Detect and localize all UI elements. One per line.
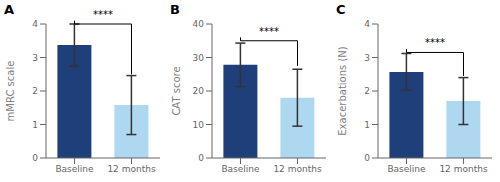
svg-text:0: 0 [32,153,38,163]
svg-text:CAT score: CAT score [171,66,182,115]
svg-text:2: 2 [32,86,38,96]
html-text:A: A [4,2,15,17]
svg-text:30: 30 [193,53,205,63]
svg-text:****: **** [425,37,445,48]
svg-text:20: 20 [193,86,205,96]
html-text:C: C [336,2,346,17]
svg-text:Exacerbations (N): Exacerbations (N) [337,46,348,136]
svg-text:3: 3 [32,53,38,63]
svg-text:10: 10 [193,120,205,130]
svg-text:****: **** [93,9,113,20]
svg-text:4: 4 [32,19,38,29]
svg-text:12 months: 12 months [439,164,488,174]
svg-text:40: 40 [193,19,205,29]
svg-text:0: 0 [198,153,204,163]
svg-text:mMRC scale: mMRC scale [5,61,16,122]
svg-text:1: 1 [32,120,38,130]
svg-text:Baseline: Baseline [221,164,260,174]
svg-text:12 months: 12 months [273,164,322,174]
svg-text:1: 1 [364,120,370,130]
html-text:B: B [170,2,180,17]
svg-text:****: **** [259,26,279,37]
svg-text:Baseline: Baseline [55,164,94,174]
svg-text:2: 2 [364,86,370,96]
svg-text:12 months: 12 months [107,164,156,174]
svg-text:0: 0 [364,153,370,163]
svg-text:Baseline: Baseline [387,164,426,174]
svg-text:4: 4 [364,19,370,29]
svg-text:3: 3 [364,53,370,63]
